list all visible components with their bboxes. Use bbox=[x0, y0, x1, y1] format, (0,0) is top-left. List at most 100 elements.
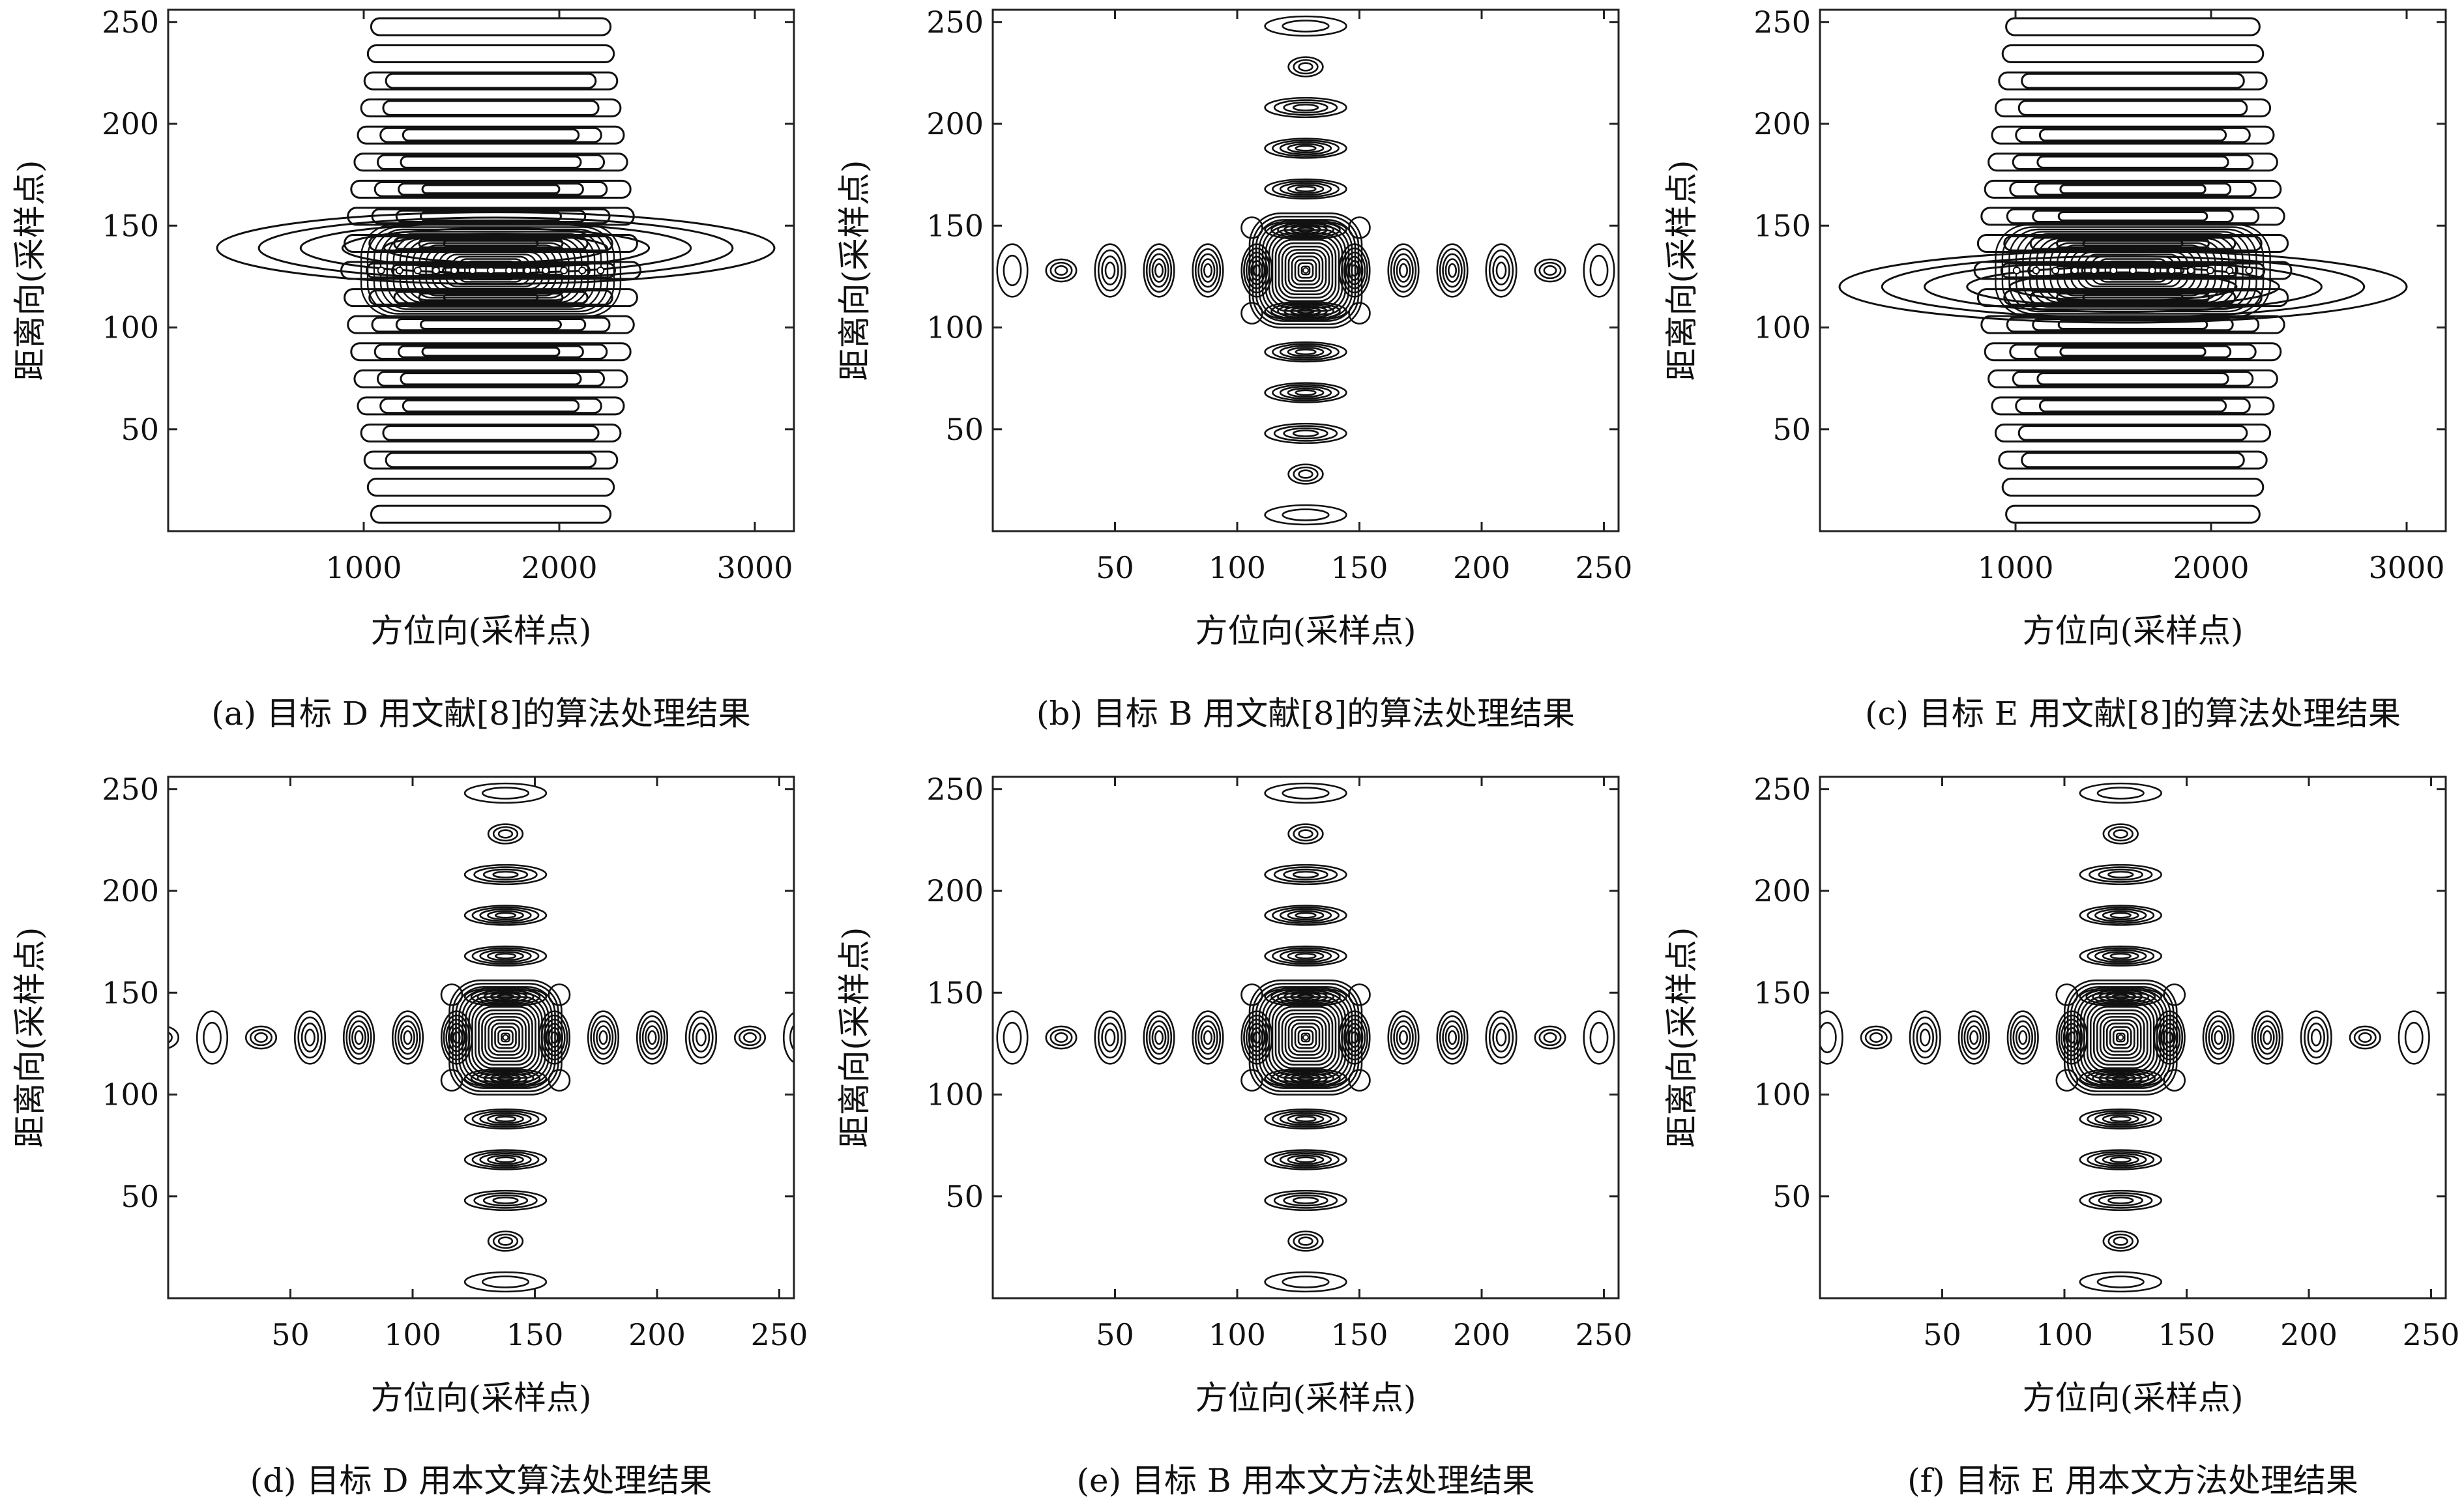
sidelobe-contour bbox=[2001, 478, 2265, 497]
sidelobe-contour bbox=[2012, 370, 2254, 387]
sidelobe-contour bbox=[1272, 384, 1340, 401]
sidelobe-contour bbox=[598, 1030, 608, 1045]
sidelobe-contour bbox=[2079, 1271, 2162, 1293]
sidelobe-contour bbox=[1149, 253, 1169, 288]
sidelobe-contour bbox=[1439, 1015, 1466, 1060]
sidelobe-contour bbox=[374, 343, 608, 360]
plot-frame bbox=[167, 776, 795, 1299]
mainlobe-contour bbox=[471, 1002, 540, 1073]
y-tick-label: 200 bbox=[102, 873, 159, 908]
sidelobe-contour bbox=[293, 1010, 327, 1065]
sidelobe-contour bbox=[1583, 1010, 1615, 1065]
sidelobe-contour bbox=[2087, 1110, 2155, 1128]
sidelobe-contour bbox=[391, 1010, 424, 1065]
mainlobe-contour bbox=[445, 254, 537, 287]
sidelobe-contour bbox=[1442, 253, 1463, 288]
chart-panel-f: 50 100 150 200 250 50 100 150 200 250 方位向(采样点) 距离向(… bbox=[1663, 772, 2459, 1500]
corner-lobe bbox=[2163, 983, 2186, 1006]
corner-lobe bbox=[548, 983, 571, 1006]
mainlobe-contour bbox=[458, 258, 524, 283]
sidelobe-contour bbox=[394, 1015, 421, 1060]
sidelobe-contour bbox=[304, 1028, 315, 1047]
mainlobe-contour bbox=[2115, 1032, 2126, 1043]
mainlobe-contour bbox=[1287, 1019, 1324, 1056]
sidelobe-contour bbox=[2038, 399, 2227, 413]
sidelobe-contour bbox=[2353, 1028, 2377, 1047]
sidelobe-contour bbox=[636, 1010, 669, 1065]
sidelobe-contour bbox=[2079, 1108, 2162, 1130]
sidelobe-contour bbox=[497, 1236, 514, 1246]
peak-marker bbox=[2117, 1034, 2124, 1041]
sidelobe-contour bbox=[1991, 125, 2275, 145]
sidelobe-contour bbox=[463, 945, 548, 967]
sidelobe-contour bbox=[1396, 1025, 1411, 1050]
sidelobe-contour bbox=[470, 1069, 541, 1088]
sidelobe-contour bbox=[1282, 787, 1330, 800]
y-tick-label: 250 bbox=[926, 5, 984, 40]
sidelobe-contour bbox=[1293, 826, 1319, 842]
sidelobe-contour bbox=[1003, 1021, 1022, 1054]
x-tick-label: 150 bbox=[1331, 1317, 1388, 1352]
sidelobe-contour bbox=[1272, 343, 1340, 361]
sidelobe-contour bbox=[2107, 826, 2134, 842]
y-tick-label: 200 bbox=[1753, 873, 1811, 908]
sidelobe-contour bbox=[2034, 182, 2232, 196]
sidelobe-contour bbox=[360, 423, 622, 443]
sidelobe-contour bbox=[684, 1010, 718, 1065]
sidelobe-contour bbox=[360, 98, 622, 118]
sidelobe-contour bbox=[1094, 243, 1126, 298]
sidelobe-contour bbox=[2079, 905, 2162, 926]
sidelobe-contour bbox=[1287, 910, 1325, 921]
sidelobe-contour bbox=[2079, 1149, 2162, 1170]
sidelobe-contour bbox=[1963, 1020, 1985, 1055]
mainlobe-contour bbox=[1291, 1023, 1321, 1053]
sidelobe-contour bbox=[1104, 261, 1116, 280]
sidelobe-contour bbox=[370, 504, 612, 524]
mainlobe-contour bbox=[2086, 1002, 2155, 1073]
sidelobe-contour bbox=[645, 1025, 660, 1050]
sidelobe-contour bbox=[1264, 1149, 1347, 1170]
smear-contour bbox=[341, 227, 651, 269]
sidelobe-contour bbox=[492, 826, 519, 842]
y-tick-label: 50 bbox=[1772, 412, 1811, 447]
mainlobe-contour bbox=[1294, 1026, 1317, 1049]
plot-frame bbox=[1819, 8, 2447, 532]
mainlobe-contour bbox=[2029, 235, 2237, 306]
sidelobe-contour bbox=[301, 1023, 319, 1053]
mainlobe-contour bbox=[494, 1026, 517, 1049]
y-tick-label: 150 bbox=[102, 208, 159, 243]
y-tick-label: 250 bbox=[102, 5, 159, 40]
sidelobe-contour bbox=[1264, 382, 1347, 403]
sidelobe-contour bbox=[1295, 389, 1317, 396]
mainlobe-contour bbox=[1300, 1032, 1311, 1043]
sidelobe-contour bbox=[1264, 1189, 1347, 1212]
sidelobe-contour bbox=[696, 1028, 707, 1047]
peak-marker bbox=[523, 267, 532, 274]
x-tick-label: 250 bbox=[1576, 1317, 1633, 1352]
sidelobe-contour bbox=[1485, 243, 1518, 298]
mainlobe-contour bbox=[1255, 986, 1357, 1089]
sidelobe-contour bbox=[487, 1114, 524, 1124]
sidelobe-contour bbox=[1270, 987, 1341, 1006]
sidelobe-contour bbox=[363, 450, 619, 470]
sidelobe-contour bbox=[400, 1025, 415, 1050]
x-tick-label: 100 bbox=[1209, 1317, 1266, 1352]
panel-caption: (d) 目标 D 用本文算法处理结果 bbox=[250, 1462, 712, 1500]
sidelobe-contour bbox=[1534, 258, 1566, 283]
sidelobe-contour bbox=[1194, 248, 1222, 293]
sidelobe-contour bbox=[371, 316, 611, 333]
sidelobe-contour bbox=[1295, 349, 1317, 355]
sidelobe-contour bbox=[2038, 128, 2227, 142]
sidelobe-contour bbox=[789, 1024, 794, 1051]
sidelobe-contour bbox=[1287, 143, 1325, 154]
mainlobe-contour bbox=[2102, 1019, 2139, 1056]
mainlobe-contour bbox=[2063, 246, 2203, 295]
mainlobe-contour bbox=[1271, 235, 1340, 306]
sidelobe-contour bbox=[1101, 1023, 1119, 1053]
peak-marker bbox=[2090, 267, 2098, 274]
sidelobe-contour bbox=[1279, 1112, 1332, 1126]
sidelobe-contour bbox=[1264, 864, 1347, 886]
mainlobe-contour bbox=[1255, 219, 1357, 322]
sidelobe-contour bbox=[374, 181, 608, 197]
peak-marker bbox=[502, 1034, 509, 1041]
